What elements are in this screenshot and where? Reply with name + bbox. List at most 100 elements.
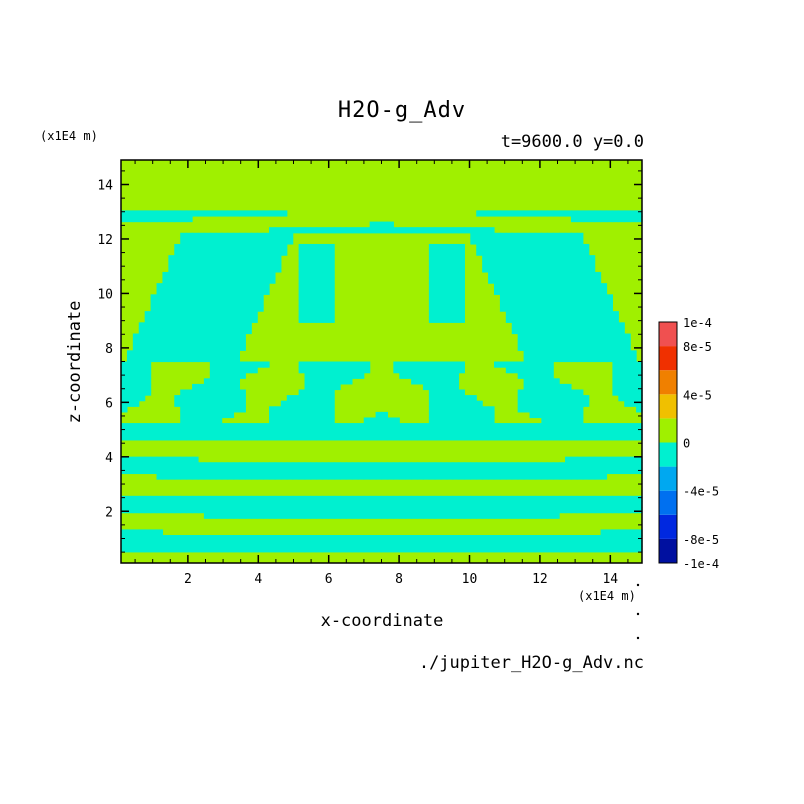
field-cell (482, 467, 489, 475)
field-cell (553, 406, 560, 413)
field-cell (251, 507, 258, 514)
field-cell (636, 383, 643, 391)
field-cell (369, 512, 377, 519)
field-cell (547, 333, 554, 340)
field-cell (215, 378, 223, 385)
field-cell (387, 540, 394, 547)
field-cell (452, 288, 460, 295)
field-cell (464, 395, 471, 402)
field-cell (144, 367, 152, 374)
field-cell (310, 305, 317, 312)
field-cell (257, 462, 264, 469)
field-cell (464, 462, 471, 469)
field-cell (565, 316, 572, 323)
field-cell (422, 434, 430, 441)
field-cell (594, 540, 602, 547)
field-cell (316, 535, 323, 542)
field-cell (618, 507, 625, 514)
field-cell (197, 355, 205, 363)
field-cell (636, 540, 643, 547)
field-cell (636, 389, 643, 396)
field-cell (482, 512, 489, 519)
field-cell (215, 333, 223, 340)
field-cell (446, 266, 454, 273)
field-cell (452, 512, 460, 519)
field-cell (482, 411, 489, 419)
field-cell (399, 367, 406, 374)
field-cell (535, 540, 542, 547)
field-cell (239, 507, 246, 514)
field-cell (493, 271, 501, 279)
field-cell (535, 462, 542, 469)
field-cell (340, 372, 347, 379)
field-cell (452, 411, 460, 419)
field-cell (446, 305, 454, 312)
field-cell (470, 395, 477, 402)
field-cell (570, 311, 578, 318)
field-cell (316, 311, 323, 318)
field-cell (192, 395, 199, 402)
field-cell (434, 535, 442, 542)
field-cell (434, 260, 442, 267)
field-cell (411, 467, 418, 475)
field-cell (417, 501, 424, 508)
field-cell (541, 305, 548, 312)
field-cell (369, 507, 377, 514)
field-cell (316, 540, 323, 547)
field-cell (387, 227, 394, 234)
field-cell (529, 266, 537, 273)
field-cell (559, 260, 566, 267)
field-cell (446, 501, 454, 508)
field-cell (576, 210, 584, 217)
field-cell (565, 322, 572, 329)
field-cell (215, 495, 223, 503)
field-cell (440, 243, 448, 251)
field-cell (630, 501, 637, 508)
field-cell (180, 473, 187, 480)
field-cell (488, 266, 495, 273)
field-cell (251, 467, 258, 475)
field-cell (588, 344, 596, 351)
field-cell (624, 350, 631, 357)
field-cell (304, 434, 312, 441)
field-cell (559, 277, 566, 284)
field-cell (310, 294, 317, 301)
field-cell (606, 428, 613, 435)
field-cell (612, 507, 619, 514)
field-cell (132, 333, 140, 340)
field-cell (192, 238, 199, 245)
field-cell (197, 232, 205, 239)
field-cell (541, 406, 548, 413)
field-cell (334, 372, 341, 379)
field-cell (340, 540, 347, 547)
field-cell (322, 507, 329, 514)
field-cell (251, 512, 258, 519)
field-cell (618, 383, 625, 391)
field-cell (470, 400, 477, 407)
field-cell (292, 417, 300, 424)
field-cell (150, 311, 158, 318)
field-cell (588, 507, 596, 514)
field-cell (440, 277, 448, 284)
field-cell (618, 378, 625, 385)
field-cell (624, 344, 631, 351)
field-cell (612, 355, 619, 363)
field-cell (245, 277, 252, 284)
field-cell (221, 473, 229, 480)
field-cell (464, 434, 471, 441)
field-cell (203, 383, 211, 391)
field-cell (245, 423, 252, 430)
field-cell (192, 540, 199, 547)
field-cell (233, 400, 241, 407)
field-cell (428, 389, 436, 396)
field-cell (559, 255, 566, 262)
field-cell (375, 227, 383, 234)
field-cell (523, 473, 531, 480)
field-cell (298, 501, 306, 508)
field-cell (505, 507, 513, 514)
field-cell (192, 462, 199, 469)
field-cell (570, 540, 578, 547)
field-cell (511, 249, 519, 256)
field-cell (624, 467, 631, 475)
field-cell (535, 411, 542, 419)
